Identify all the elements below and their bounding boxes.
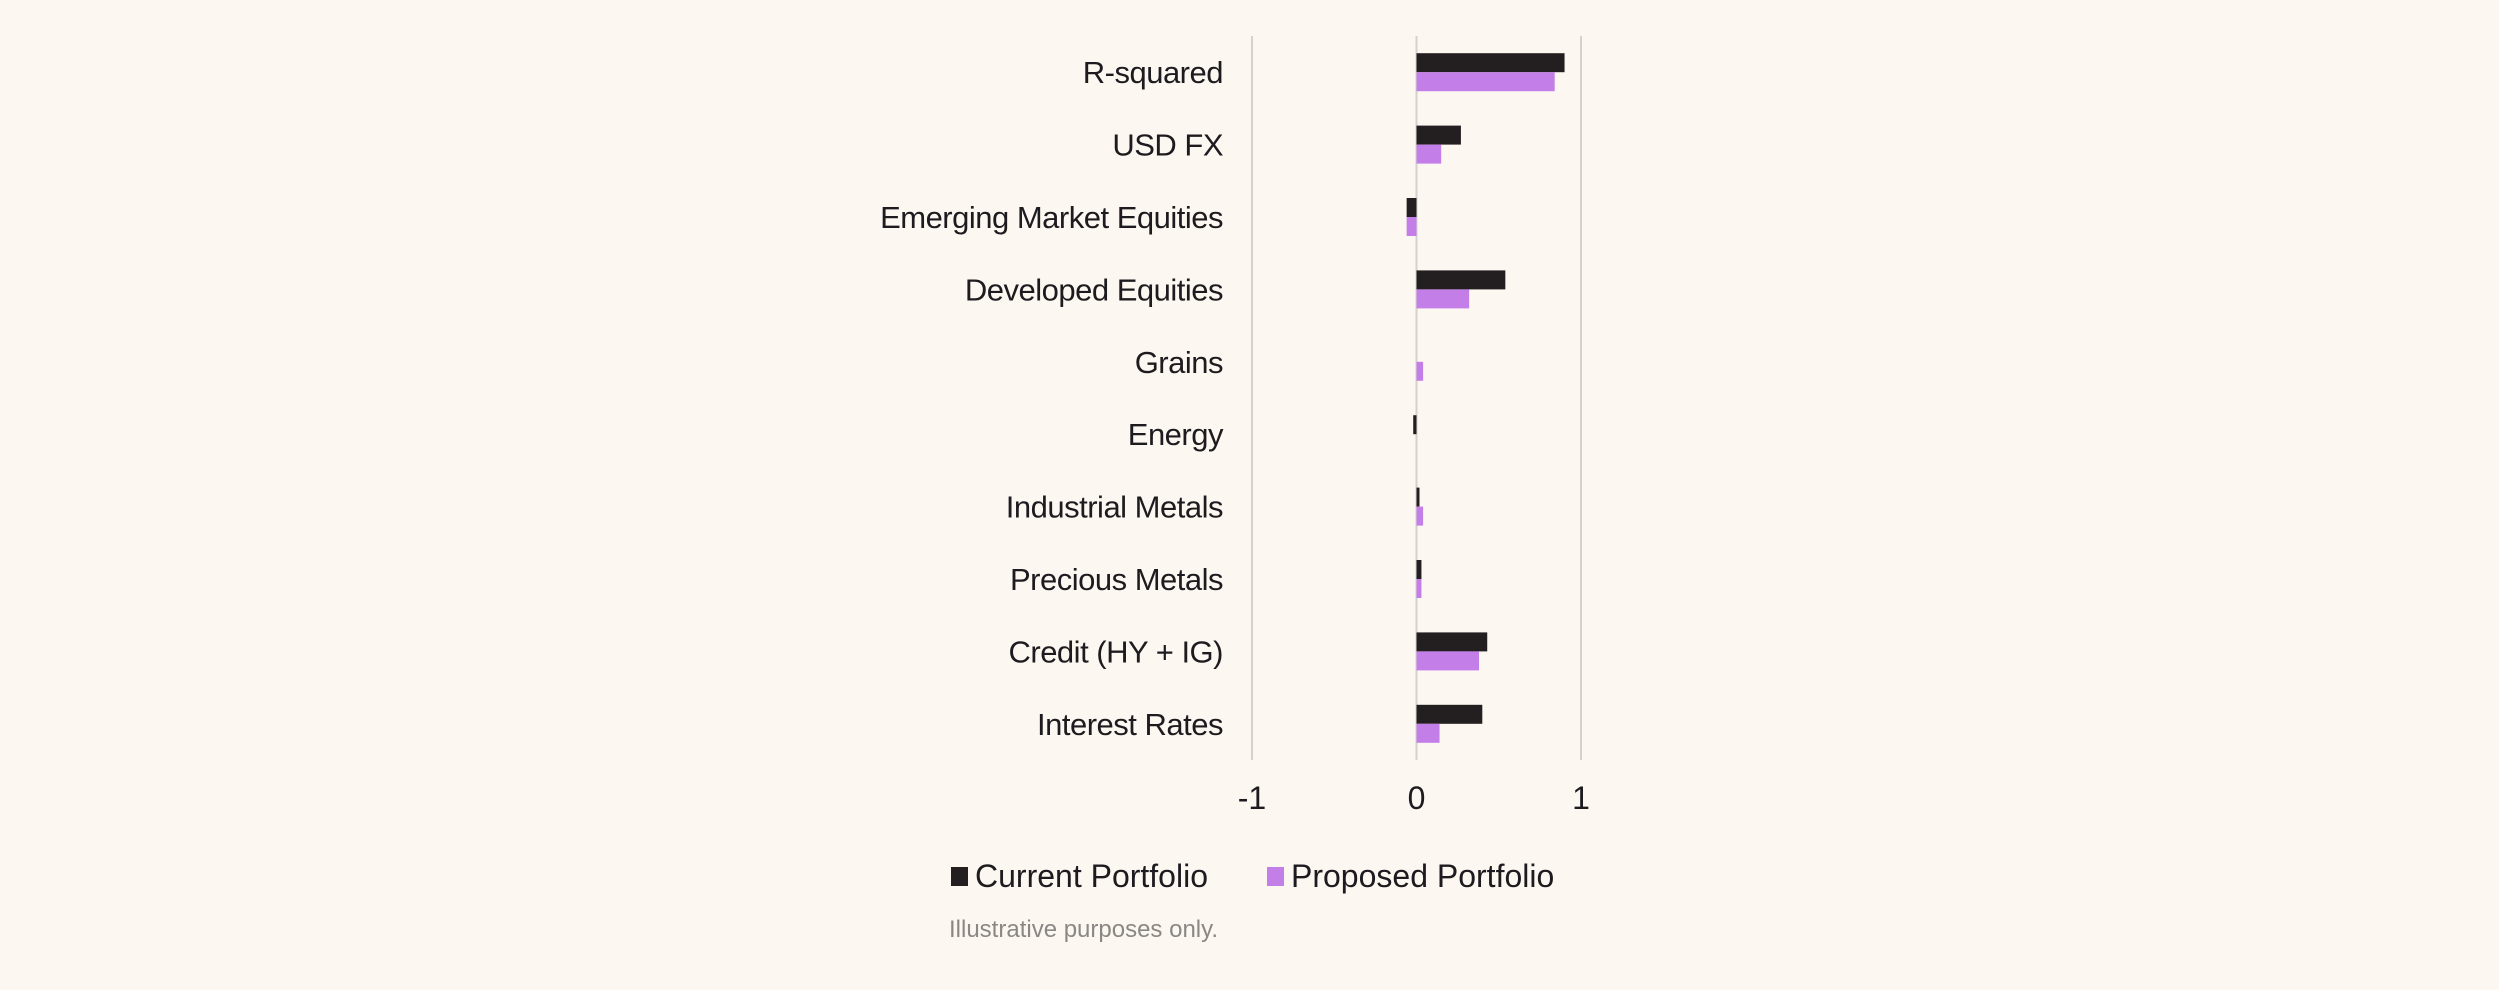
x-tick-label-2: 1 [1572, 780, 1590, 816]
bar-proposed-portfolio-credit-hy-ig [1416, 651, 1480, 671]
bar-proposed-portfolio-r-squared [1416, 72, 1555, 92]
bar-current-portfolio-energy [1413, 415, 1417, 435]
legend-swatch-current-portfolio [951, 867, 968, 886]
x-tick-label-1: 0 [1408, 780, 1426, 816]
category-labels: R-squared USD FX Emerging Market Equities D… [880, 55, 1224, 742]
x-tick-labels: -1 0 1 [1238, 780, 1590, 816]
bar-proposed-portfolio-grains [1416, 361, 1424, 381]
bars [1406, 53, 1565, 743]
bar-current-portfolio-usd-fx [1416, 125, 1461, 145]
bar-current-portfolio-developed-equities [1416, 270, 1506, 290]
category-label-r-squared: R-squared [1083, 55, 1223, 90]
bar-current-portfolio-precious-metals [1416, 560, 1422, 579]
category-label-emerging-market-equities: Emerging Market Equities [880, 200, 1223, 235]
legend-label-proposed-portfolio: Proposed Portfolio [1291, 858, 1554, 894]
category-label-energy: Energy [1128, 417, 1224, 452]
bar-current-portfolio-credit-hy-ig [1416, 632, 1488, 652]
bar-proposed-portfolio-developed-equities [1416, 289, 1470, 309]
category-label-usd-fx: USD FX [1112, 128, 1224, 163]
bar-proposed-portfolio-industrial-metals [1416, 506, 1424, 526]
x-tick-label-0: -1 [1238, 780, 1266, 816]
bar-proposed-portfolio-interest-rates [1416, 723, 1440, 743]
bar-current-portfolio-industrial-metals [1416, 487, 1420, 507]
legend-label-current-portfolio: Current Portfolio [975, 858, 1208, 894]
bar-proposed-portfolio-emerging-market-equities [1406, 217, 1417, 236]
bar-current-portfolio-interest-rates [1416, 704, 1483, 724]
category-label-credit-hy-ig: Credit (HY + IG) [1008, 634, 1223, 669]
category-label-precious-metals: Precious Metals [1010, 562, 1223, 597]
bar-proposed-portfolio-usd-fx [1416, 144, 1442, 164]
bar-current-portfolio-r-squared [1416, 53, 1565, 73]
legend-swatch-proposed-portfolio [1267, 867, 1284, 886]
footnote: Illustrative purposes only. [949, 916, 1218, 943]
bar-current-portfolio-emerging-market-equities [1406, 198, 1417, 217]
legend: Current Portfolio Proposed Portfolio [951, 858, 1554, 894]
bar-proposed-portfolio-precious-metals [1416, 579, 1422, 598]
category-label-industrial-metals: Industrial Metals [1006, 490, 1223, 525]
category-label-interest-rates: Interest Rates [1037, 707, 1223, 742]
category-label-grains: Grains [1135, 345, 1223, 380]
category-label-developed-equities: Developed Equities [965, 272, 1223, 307]
